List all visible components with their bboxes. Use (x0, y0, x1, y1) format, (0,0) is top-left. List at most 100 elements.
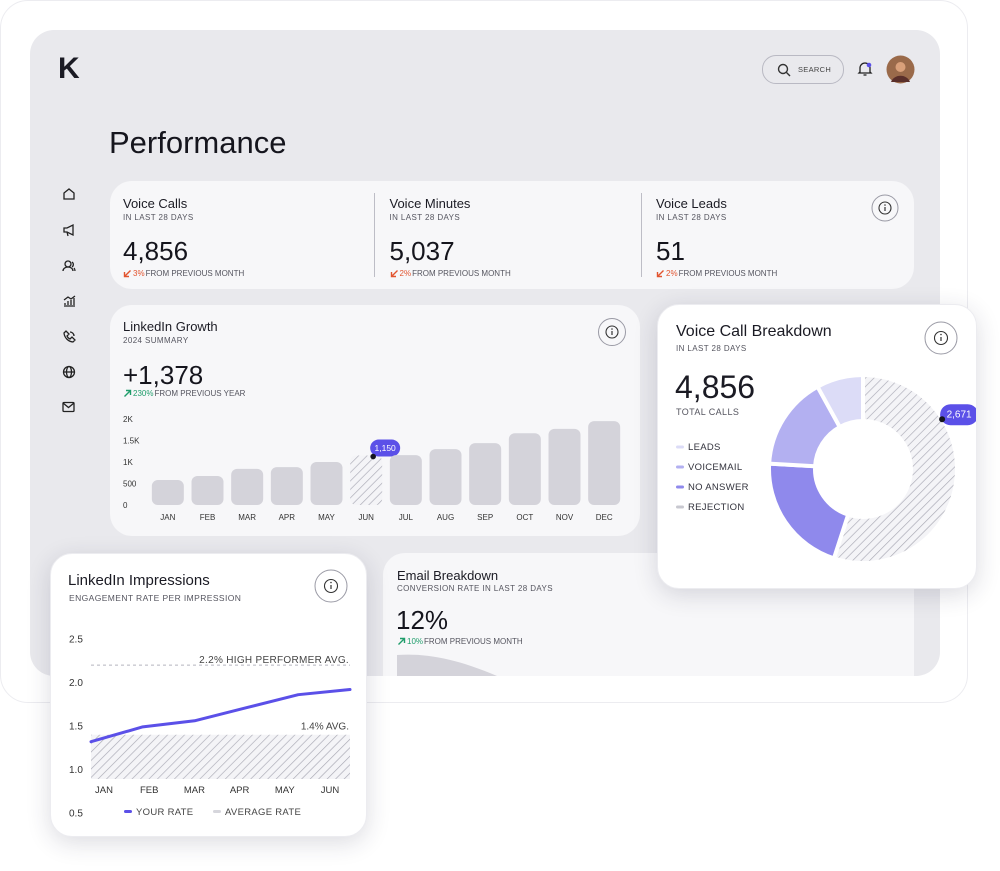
arrow-shape (390, 270, 398, 278)
search-box[interactable]: SEARCH (762, 55, 844, 84)
x-tick-label: MAR (238, 513, 256, 522)
legend-swatch (676, 505, 684, 509)
divider (374, 193, 375, 277)
y-tick-label: 500 (123, 480, 137, 489)
stat-value: 4,856 (123, 236, 189, 266)
user-avatar[interactable] (886, 55, 915, 84)
stat-title: Voice Calls (123, 196, 188, 211)
x-tick-label: JAN (95, 785, 113, 796)
total-label: TOTAL CALLS (676, 407, 740, 417)
bar (469, 443, 502, 505)
legend-swatch (213, 810, 221, 813)
info-button[interactable] (924, 321, 958, 355)
page-title: Performance (109, 125, 287, 160)
donut-chart: 2,671 LEADS VOICEMAIL NO ANSWER REJECTION (676, 372, 976, 565)
stat-period: IN LAST 28 DAYS (389, 213, 461, 222)
bar (429, 449, 462, 505)
change-row: 10% FROM PREVIOUS MONTH (397, 637, 523, 646)
card-title: Email Breakdown (397, 568, 499, 583)
stat-column: Voice Leads IN LAST 28 DAYS 51 2% FROM PREVI… (656, 181, 896, 289)
change-text: FROM PREVIOUS MONTH (145, 268, 245, 278)
stat-title: Voice Leads (656, 196, 727, 211)
y-tick-label: 2.5 (69, 635, 83, 646)
nav-home[interactable] (63, 188, 75, 200)
bar (151, 480, 184, 505)
change-text: FROM PREVIOUS YEAR (154, 388, 246, 398)
bar (588, 421, 621, 505)
x-tick-label: NOV (556, 513, 574, 522)
card-subtitle: IN LAST 28 DAYS (676, 344, 747, 353)
card-title: LinkedIn Impressions (68, 572, 210, 589)
stat-period: IN LAST 28 DAYS (123, 213, 194, 222)
change-text: FROM PREVIOUS MONTH (424, 636, 523, 646)
nav-analytics[interactable] (63, 295, 76, 307)
nav-contacts[interactable] (62, 260, 76, 272)
legend-swatch (124, 810, 132, 813)
trend-arrow (390, 270, 398, 278)
divider (641, 193, 642, 277)
change-value: 2% (399, 268, 412, 278)
stat-title: Voice Minutes (389, 196, 471, 211)
arrow-shape (398, 637, 406, 645)
x-tick-label: MAY (275, 785, 296, 796)
x-tick-label: APR (279, 513, 296, 522)
info-button[interactable] (314, 569, 348, 603)
donut-segment (767, 461, 851, 561)
stat-period: IN LAST 28 DAYS (656, 213, 727, 222)
donut-segment (814, 372, 865, 430)
nav-web[interactable] (62, 365, 76, 379)
x-tick-label: SEP (477, 513, 493, 522)
bar (270, 467, 303, 505)
y-tick-label: 1.5 (69, 722, 83, 733)
line-chart: 0.5 1.0 1.5 2.0 2.5 JAN FEB MAR APR MAY JUN 1.4% AV… (69, 635, 352, 820)
x-tick-label: FEB (200, 513, 216, 522)
email-area-preview (397, 654, 497, 676)
legend-label: AVERAGE RATE (225, 807, 301, 818)
x-tick-label: JUN (321, 785, 340, 796)
change-value: 3% (133, 268, 145, 278)
change-row: 2% FROM PREVIOUS MONTH (656, 269, 777, 278)
arrow-shape (124, 389, 132, 397)
change-text: FROM PREVIOUS MONTH (678, 268, 778, 278)
x-tick-label: JUN (358, 513, 374, 522)
search-placeholder: SEARCH (798, 65, 832, 74)
change-row: 2% FROM PREVIOUS MONTH (390, 269, 511, 278)
arrow-shape (656, 270, 664, 278)
legend-label: NO ANSWER (688, 482, 749, 493)
trend-arrow (124, 389, 132, 397)
linkedin-growth-card: LinkedIn Growth 2024 SUMMARY +1,378 230%… (110, 305, 640, 536)
x-tick-label: DEC (596, 513, 613, 522)
x-tick-label: OCT (516, 513, 533, 522)
stat-column: Voice Minutes IN LAST 28 DAYS 5,037 2% FROM … (390, 181, 630, 289)
card-subtitle: ENGAGEMENT RATE PER IMPRESSION (69, 593, 242, 603)
logo[interactable]: K (58, 52, 80, 85)
rate-line (89, 687, 352, 744)
bar (191, 475, 224, 505)
bar (231, 468, 264, 505)
change-row: 3% FROM PREVIOUS MONTH (123, 269, 244, 278)
bar (548, 428, 581, 505)
card-subtitle: 2024 SUMMARY (123, 336, 189, 345)
x-tick-label: APR (230, 785, 250, 796)
card-title: Voice Call Breakdown (676, 323, 832, 340)
stat-value: 51 (656, 236, 685, 266)
y-tick-label: 1.5K (123, 437, 140, 446)
change-value: 10% (407, 636, 424, 646)
bar (508, 433, 541, 505)
arrow-shape (123, 270, 131, 278)
value-label: 2,671 (947, 410, 972, 421)
average-area (91, 734, 350, 779)
notifications-bell[interactable] (857, 61, 873, 77)
value-label-dot (370, 453, 376, 460)
y-tick-label: 0.5 (69, 809, 83, 820)
info-button[interactable] (871, 194, 899, 222)
headline-value: +1,378 (123, 360, 204, 390)
trend-arrow (123, 270, 131, 278)
nav-campaigns[interactable] (63, 223, 74, 237)
nav-calls[interactable] (63, 330, 76, 343)
nav-email[interactable] (62, 401, 75, 413)
info-button[interactable] (597, 317, 627, 347)
bar (389, 455, 422, 505)
y-tick-label: 1.0 (69, 765, 83, 776)
stat-column: Voice Calls IN LAST 28 DAYS 4,856 3% FROM PR… (123, 181, 363, 289)
